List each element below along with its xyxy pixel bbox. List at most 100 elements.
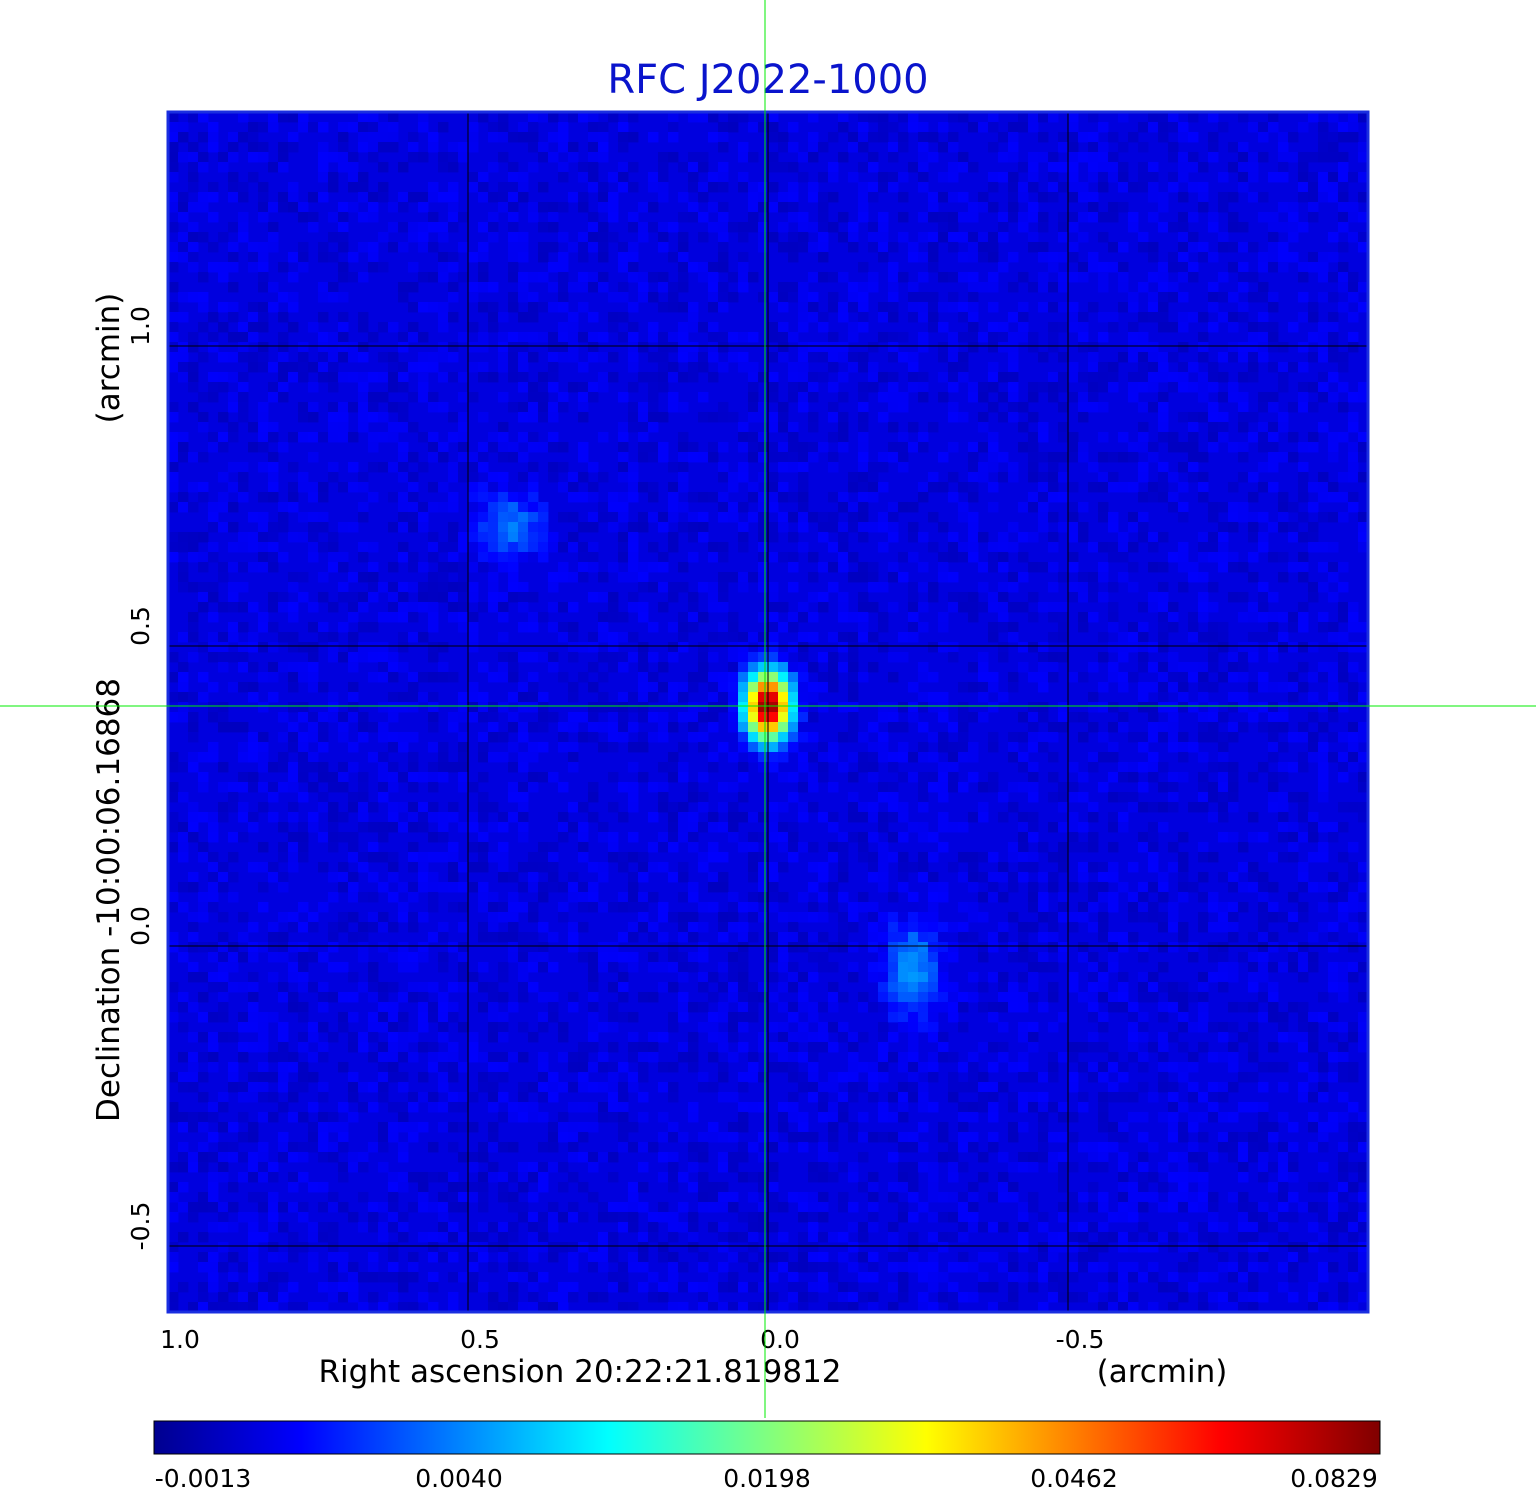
pixel-cell [748,272,759,283]
pixel-cell [588,1002,599,1013]
pixel-cell [908,1132,919,1143]
pixel-cell [478,442,489,453]
pixel-cell [818,252,829,263]
pixel-cell [908,772,919,783]
pixel-cell [628,1042,639,1053]
pixel-cell [728,832,739,843]
pixel-cell [388,652,399,663]
pixel-cell [238,642,249,653]
pixel-cell [498,512,509,523]
pixel-cell [788,722,799,733]
pixel-cell [338,772,349,783]
pixel-cell [458,1202,469,1213]
pixel-cell [608,612,619,623]
pixel-cell [888,422,899,433]
pixel-cell [248,422,259,433]
pixel-cell [968,472,979,483]
pixel-cell [798,712,809,723]
pixel-cell [738,942,749,953]
pixel-cell [548,362,559,373]
pixel-cell [368,442,379,453]
pixel-cell [968,752,979,763]
pixel-cell [798,1032,809,1043]
pixel-cell [178,1072,189,1083]
pixel-cell [408,762,419,773]
pixel-cell [708,132,719,143]
pixel-cell [288,302,299,313]
pixel-cell [328,382,339,393]
pixel-cell [388,712,399,723]
pixel-cell [868,232,879,243]
pixel-cell [238,622,249,633]
pixel-cell [428,852,439,863]
pixel-cell [678,692,689,703]
pixel-cell [518,1212,529,1223]
pixel-cell [208,132,219,143]
pixel-cell [698,212,709,223]
pixel-cell [788,1042,799,1053]
pixel-cell [858,212,869,223]
pixel-cell [498,872,509,883]
pixel-cell [418,1292,429,1303]
pixel-cell [848,912,859,923]
pixel-cell [608,112,619,123]
pixel-cell [648,222,659,233]
pixel-cell [808,1082,819,1093]
pixel-cell [968,272,979,283]
pixel-cell [958,212,969,223]
pixel-cell [438,922,449,933]
pixel-cell [338,422,349,433]
pixel-cell [848,772,859,783]
pixel-cell [438,352,449,363]
pixel-cell [668,622,679,633]
pixel-cell [778,982,789,993]
pixel-cell [498,1302,509,1312]
pixel-cell [208,332,219,343]
pixel-cell [378,412,389,423]
pixel-cell [368,652,379,663]
pixel-cell [568,1002,579,1013]
pixel-cell [768,482,779,493]
pixel-cell [728,1282,739,1293]
pixel-cell [678,832,689,843]
pixel-cell [688,702,699,713]
pixel-cell [238,582,249,593]
pixel-cell [658,1202,669,1213]
pixel-cell [798,1052,809,1063]
pixel-cell [608,982,619,993]
pixel-cell [528,532,539,543]
pixel-cell [398,1142,409,1153]
pixel-cell [818,742,829,753]
pixel-cell [808,372,819,383]
pixel-cell [378,582,389,593]
pixel-cell [458,862,469,873]
pixel-cell [738,262,749,273]
pixel-cell [788,562,799,573]
pixel-cell [308,1132,319,1143]
pixel-cell [588,382,599,393]
pixel-cell [458,442,469,453]
pixel-cell [428,672,439,683]
pixel-cell [388,492,399,503]
pixel-cell [228,142,239,153]
pixel-cell [508,1202,519,1213]
pixel-cell [938,302,949,313]
pixel-cell [748,912,759,923]
pixel-cell [528,612,539,623]
pixel-cell [808,152,819,163]
pixel-cell [518,492,529,503]
pixel-cell [258,462,269,473]
pixel-cell [498,702,509,713]
pixel-cell [368,432,379,443]
pixel-cell [178,1162,189,1173]
pixel-cell [448,522,459,533]
pixel-cell [608,962,619,973]
pixel-cell [958,1262,969,1273]
pixel-cell [778,932,789,943]
pixel-cell [448,502,459,513]
pixel-cell [848,752,859,763]
pixel-cell [258,122,269,133]
pixel-cell [638,292,649,303]
pixel-cell [868,1272,879,1283]
pixel-cell [598,942,609,953]
